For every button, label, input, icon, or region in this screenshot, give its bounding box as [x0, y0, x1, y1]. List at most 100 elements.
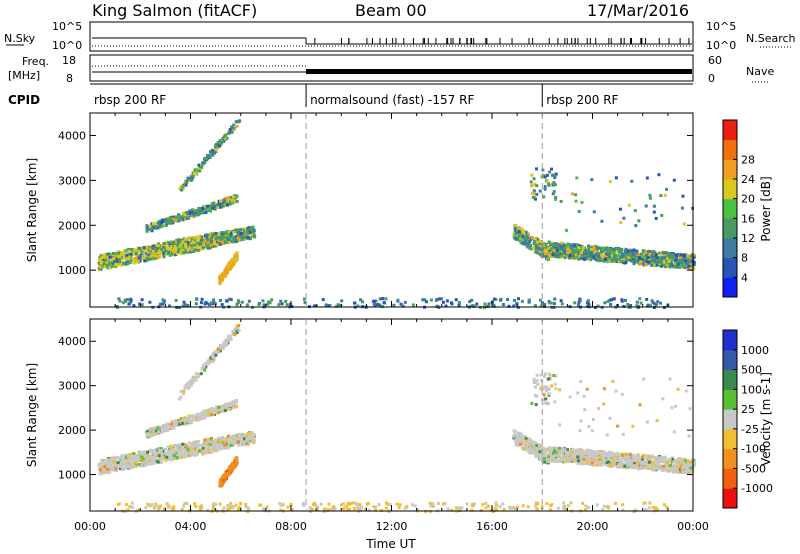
echo-cell — [220, 303, 224, 307]
echo-cell — [186, 250, 190, 254]
echo-cell — [520, 227, 524, 231]
echo-cell — [121, 464, 125, 467]
echo-cell — [98, 259, 102, 263]
echo-cell — [211, 449, 214, 452]
echo-cell — [215, 243, 219, 247]
echo-cell — [568, 243, 572, 247]
echo-cell — [189, 244, 193, 248]
velocity-data — [97, 324, 696, 514]
echo-cell — [213, 355, 216, 359]
sky-search-panel: N.Sky 10^5 10^0 10^5 10^0 N.Search — [4, 20, 796, 52]
echo-cell — [195, 441, 199, 445]
echo-cell — [692, 261, 696, 264]
echo-cell — [195, 442, 199, 446]
echo-cell — [206, 359, 210, 363]
echo-cell — [552, 181, 556, 184]
echo-cell — [236, 441, 240, 445]
echo-cell — [199, 247, 203, 251]
echo-cell — [249, 230, 252, 234]
echo-cell — [172, 451, 176, 455]
echo-cell — [148, 247, 152, 251]
echo-cell — [655, 256, 659, 260]
echo-cell — [151, 450, 155, 454]
echo-cell — [543, 175, 547, 179]
echo-cell — [140, 455, 144, 459]
echo-cell — [209, 209, 212, 213]
echo-cell — [552, 242, 556, 246]
echo-cell — [233, 434, 237, 438]
echo-cell — [559, 199, 563, 203]
echo-cell — [200, 238, 204, 242]
echo-cell — [373, 299, 376, 303]
echo-cell — [624, 254, 628, 258]
echo-cell — [237, 324, 241, 328]
echo-cell — [180, 456, 183, 459]
echo-cell — [225, 203, 229, 207]
echo-cell — [193, 453, 197, 457]
echo-cell — [206, 238, 210, 242]
echo-cell — [170, 446, 174, 450]
echo-cell — [551, 173, 555, 177]
echo-cell — [206, 409, 210, 413]
echo-cell — [554, 195, 558, 199]
power-frame — [89, 112, 694, 308]
echo-cell — [175, 422, 179, 426]
echo-cell — [222, 242, 226, 245]
echo-cell — [217, 238, 221, 242]
echo-cell — [142, 246, 146, 250]
echo-cell — [196, 451, 200, 455]
echo-cell — [103, 465, 107, 468]
echo-cell — [519, 241, 523, 245]
echo-cell — [214, 144, 218, 148]
echo-cell — [129, 453, 132, 456]
echo-cell — [118, 299, 122, 303]
echo-cell — [232, 199, 236, 202]
echo-cell — [539, 304, 543, 308]
echo-cell — [137, 247, 141, 250]
echo-cell — [201, 446, 205, 450]
echo-cell — [180, 188, 184, 192]
echo-cell — [654, 253, 658, 257]
echo-cell — [184, 449, 187, 453]
echo-cell — [99, 463, 103, 467]
echo-cell — [190, 176, 194, 180]
echo-cell — [507, 304, 511, 308]
echo-cell — [662, 261, 666, 264]
echo-cell — [643, 256, 647, 260]
echo-cell — [156, 426, 160, 430]
echo-cell — [214, 408, 218, 412]
echo-cell — [647, 258, 651, 262]
echo-cell — [538, 252, 542, 256]
echo-cell — [556, 249, 560, 253]
echo-cell — [160, 427, 164, 431]
echo-cell — [239, 438, 243, 442]
echo-cell — [577, 244, 581, 248]
echo-cell — [567, 250, 571, 254]
echo-cell — [574, 252, 578, 256]
echo-cell — [543, 187, 547, 191]
echo-cell — [184, 303, 187, 307]
echo-cell — [134, 259, 138, 263]
echo-cell — [200, 297, 204, 301]
echo-cell — [148, 449, 151, 453]
echo-cell — [220, 437, 224, 440]
echo-cell — [547, 183, 551, 187]
echo-cell — [538, 189, 542, 193]
echo-cell — [553, 176, 557, 180]
echo-cell — [512, 298, 516, 302]
echo-cell — [183, 386, 187, 390]
echo-cell — [115, 254, 119, 258]
echo-cell — [169, 221, 172, 225]
echo-cell — [124, 249, 128, 253]
echo-cell — [158, 255, 162, 258]
echo-cell — [114, 469, 118, 473]
echo-cell — [190, 381, 194, 385]
echo-cell — [582, 254, 586, 258]
echo-cell — [628, 248, 632, 252]
echo-cell — [633, 255, 637, 259]
echo-cell — [160, 457, 164, 461]
echo-cell — [177, 213, 180, 217]
echo-cell — [597, 254, 601, 258]
echo-cell — [603, 463, 607, 466]
